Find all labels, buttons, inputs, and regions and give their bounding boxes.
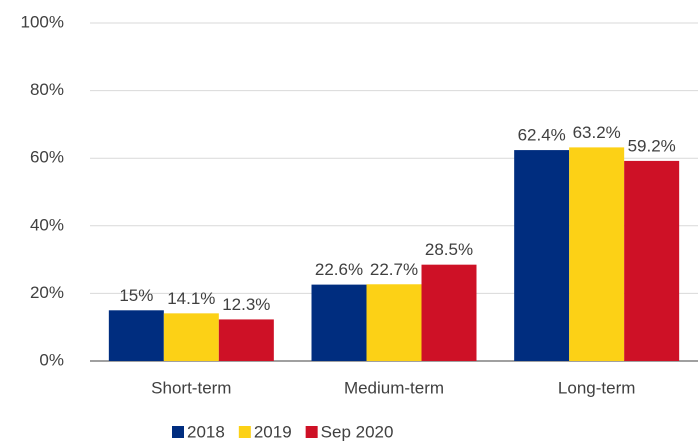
y-tick-label: 80% bbox=[30, 80, 64, 99]
bar bbox=[108, 310, 164, 361]
y-tick-label: 0% bbox=[39, 350, 64, 369]
bar bbox=[624, 160, 680, 361]
bar bbox=[514, 150, 570, 361]
legend-label: Sep 2020 bbox=[321, 422, 394, 441]
legend-swatch bbox=[305, 426, 318, 438]
legend-swatch bbox=[172, 426, 184, 438]
data-label: 22.6% bbox=[315, 260, 363, 279]
bar bbox=[366, 284, 422, 361]
data-label: 28.5% bbox=[425, 240, 473, 259]
x-tick-label: Short-term bbox=[151, 378, 231, 397]
data-label: 62.4% bbox=[518, 126, 566, 145]
y-tick-label: 100% bbox=[21, 12, 64, 31]
bar bbox=[218, 319, 274, 361]
x-tick-label: Medium-term bbox=[344, 378, 444, 397]
bar bbox=[421, 264, 477, 361]
y-tick-label: 60% bbox=[30, 148, 64, 167]
y-tick-label: 20% bbox=[30, 283, 64, 302]
legend-label: 2019 bbox=[254, 422, 292, 441]
bar bbox=[311, 284, 367, 361]
legend-swatch bbox=[238, 426, 251, 438]
data-label: 59.2% bbox=[628, 136, 676, 155]
data-label: 15% bbox=[119, 286, 153, 305]
x-tick-label: Long-term bbox=[558, 378, 635, 397]
bar bbox=[569, 147, 625, 361]
data-label: 22.7% bbox=[370, 260, 418, 279]
y-tick-label: 40% bbox=[30, 215, 64, 234]
data-label: 14.1% bbox=[167, 289, 215, 308]
bar bbox=[163, 313, 219, 361]
legend-label: 2018 bbox=[187, 422, 225, 441]
data-label: 12.3% bbox=[222, 295, 270, 314]
data-label: 63.2% bbox=[573, 123, 621, 142]
